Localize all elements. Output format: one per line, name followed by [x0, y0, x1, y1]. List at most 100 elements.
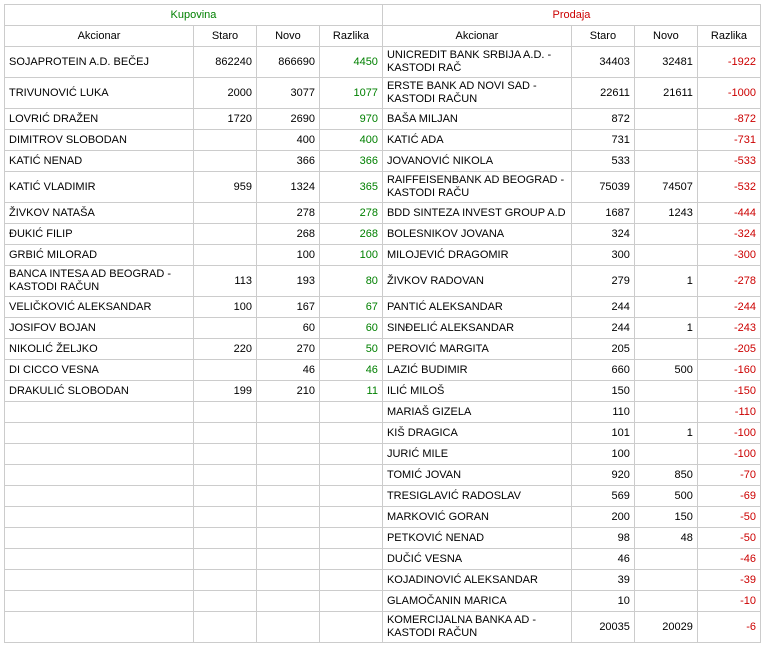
table-row: JOSIFOV BOJAN6060SINĐELIĆ ALEKSANDAR2441… — [5, 318, 761, 339]
buy-staro-cell — [193, 507, 256, 528]
buy-name-cell — [5, 549, 194, 570]
buy-razlika-cell — [319, 423, 382, 444]
buy-razlika-cell — [319, 444, 382, 465]
sell-staro-cell: 22611 — [571, 78, 634, 109]
buy-razlika-cell: 4450 — [319, 47, 382, 78]
buy-novo-cell: 866690 — [256, 47, 319, 78]
table-row: DUČIĆ VESNA46-46 — [5, 549, 761, 570]
sell-staro-cell: 569 — [571, 486, 634, 507]
buy-razlika-cell: 366 — [319, 151, 382, 172]
sell-novo-cell: 74507 — [634, 172, 697, 203]
sell-razlika-cell: -100 — [697, 423, 760, 444]
column-header-row: Akcionar Staro Novo Razlika Akcionar Sta… — [5, 26, 761, 47]
buy-name-cell — [5, 528, 194, 549]
sell-name-cell: PEROVIĆ MARGITA — [382, 339, 571, 360]
buy-novo-cell — [256, 402, 319, 423]
table-row: GRBIĆ MILORAD100100MILOJEVIĆ DRAGOMIR300… — [5, 245, 761, 266]
table-row: VELIČKOVIĆ ALEKSANDAR10016767PANTIĆ ALEK… — [5, 297, 761, 318]
sell-col-akcionar: Akcionar — [382, 26, 571, 47]
sell-staro-cell: 324 — [571, 224, 634, 245]
buy-novo-cell — [256, 486, 319, 507]
table-row: BANCA INTESA AD BEOGRAD - KASTODI RAČUN1… — [5, 266, 761, 297]
table-row: MARIAŠ GIZELA110-110 — [5, 402, 761, 423]
sell-name-cell: TRESIGLAVIĆ RADOSLAV — [382, 486, 571, 507]
buy-razlika-cell — [319, 612, 382, 643]
buy-staro-cell: 100 — [193, 297, 256, 318]
buy-name-cell: KATIĆ VLADIMIR — [5, 172, 194, 203]
table-row: KIŠ DRAGICA1011-100 — [5, 423, 761, 444]
buy-staro-cell: 862240 — [193, 47, 256, 78]
buy-col-novo: Novo — [256, 26, 319, 47]
sell-staro-cell: 920 — [571, 465, 634, 486]
buy-staro-cell — [193, 549, 256, 570]
buy-razlika-cell: 268 — [319, 224, 382, 245]
sell-razlika-cell: -872 — [697, 109, 760, 130]
sell-staro-cell: 150 — [571, 381, 634, 402]
buy-novo-cell — [256, 612, 319, 643]
buy-name-cell: SOJAPROTEIN A.D. BEČEJ — [5, 47, 194, 78]
buy-col-staro: Staro — [193, 26, 256, 47]
buy-razlika-cell: 970 — [319, 109, 382, 130]
sell-staro-cell: 244 — [571, 297, 634, 318]
sell-name-cell: UNICREDIT BANK SRBIJA A.D. - KASTODI RAČ — [382, 47, 571, 78]
sell-staro-cell: 100 — [571, 444, 634, 465]
table-row: TOMIĆ JOVAN920850-70 — [5, 465, 761, 486]
sell-name-cell: RAIFFEISENBANK AD BEOGRAD - KASTODI RAČU — [382, 172, 571, 203]
buy-novo-cell: 366 — [256, 151, 319, 172]
sell-col-novo: Novo — [634, 26, 697, 47]
sell-name-cell: LAZIĆ BUDIMIR — [382, 360, 571, 381]
sell-name-cell: DUČIĆ VESNA — [382, 549, 571, 570]
buy-staro-cell: 199 — [193, 381, 256, 402]
buy-razlika-cell — [319, 528, 382, 549]
buy-name-cell: DI CICCO VESNA — [5, 360, 194, 381]
buy-razlika-cell — [319, 507, 382, 528]
sell-name-cell: BAŠA MILJAN — [382, 109, 571, 130]
sell-name-cell: MILOJEVIĆ DRAGOMIR — [382, 245, 571, 266]
buy-razlika-cell: 80 — [319, 266, 382, 297]
sell-novo-cell: 1 — [634, 266, 697, 297]
buy-staro-cell — [193, 465, 256, 486]
buy-razlika-cell: 67 — [319, 297, 382, 318]
sell-razlika-cell: -300 — [697, 245, 760, 266]
sell-staro-cell: 731 — [571, 130, 634, 151]
sell-staro-cell: 39 — [571, 570, 634, 591]
buy-novo-cell: 268 — [256, 224, 319, 245]
buy-staro-cell: 113 — [193, 266, 256, 297]
sell-novo-cell — [634, 381, 697, 402]
buy-razlika-cell: 400 — [319, 130, 382, 151]
sell-razlika-cell: -110 — [697, 402, 760, 423]
sell-novo-cell — [634, 109, 697, 130]
buy-razlika-cell: 11 — [319, 381, 382, 402]
sell-staro-cell: 533 — [571, 151, 634, 172]
buy-novo-cell — [256, 570, 319, 591]
section-title-row: Kupovina Prodaja — [5, 5, 761, 26]
buy-staro-cell — [193, 245, 256, 266]
sell-staro-cell: 279 — [571, 266, 634, 297]
buy-name-cell: JOSIFOV BOJAN — [5, 318, 194, 339]
buy-razlika-cell: 365 — [319, 172, 382, 203]
sell-staro-cell: 46 — [571, 549, 634, 570]
buy-col-akcionar: Akcionar — [5, 26, 194, 47]
buy-name-cell: DIMITROV SLOBODAN — [5, 130, 194, 151]
sell-novo-cell: 20029 — [634, 612, 697, 643]
buy-name-cell: VELIČKOVIĆ ALEKSANDAR — [5, 297, 194, 318]
sell-col-razlika: Razlika — [697, 26, 760, 47]
sell-staro-cell: 660 — [571, 360, 634, 381]
buy-novo-cell — [256, 507, 319, 528]
table-row: TRIVUNOVIĆ LUKA200030771077ERSTE BANK AD… — [5, 78, 761, 109]
sell-razlika-cell: -10 — [697, 591, 760, 612]
sell-novo-cell: 1 — [634, 423, 697, 444]
buy-name-cell — [5, 465, 194, 486]
sell-razlika-cell: -69 — [697, 486, 760, 507]
table-row: KATIĆ NENAD366366JOVANOVIĆ NIKOLA533-533 — [5, 151, 761, 172]
buy-staro-cell — [193, 528, 256, 549]
buy-staro-cell — [193, 444, 256, 465]
sell-razlika-cell: -244 — [697, 297, 760, 318]
buy-novo-cell — [256, 444, 319, 465]
buy-staro-cell — [193, 591, 256, 612]
buy-razlika-cell: 278 — [319, 203, 382, 224]
buy-novo-cell — [256, 465, 319, 486]
sell-novo-cell — [634, 402, 697, 423]
buy-novo-cell: 1324 — [256, 172, 319, 203]
buy-novo-cell — [256, 528, 319, 549]
